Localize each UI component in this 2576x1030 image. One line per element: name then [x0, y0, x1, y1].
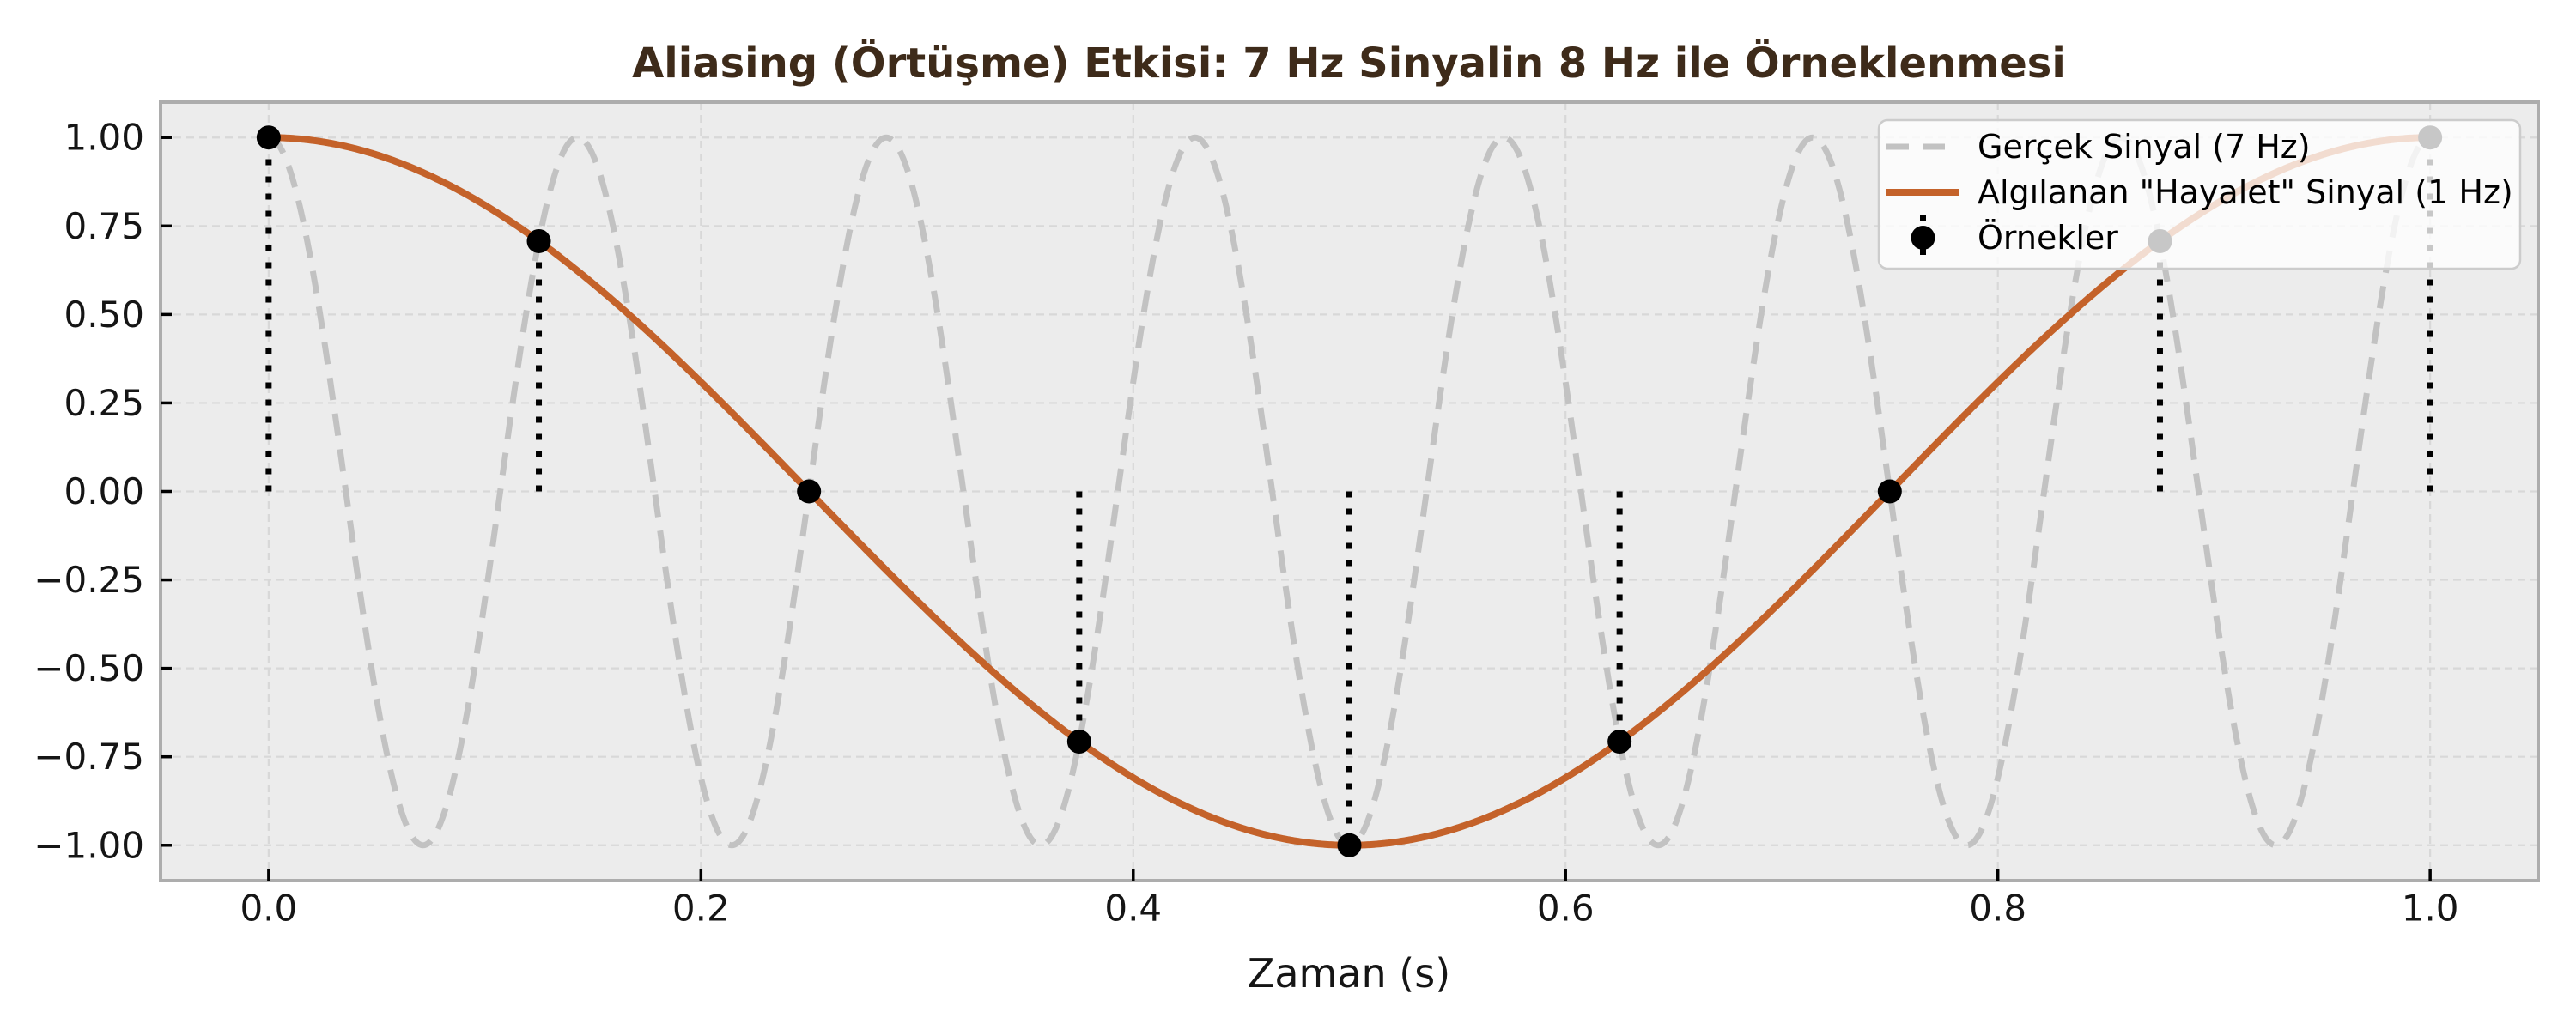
- y-tick-label: 0.50: [64, 294, 144, 336]
- y-tick-label: 1.00: [64, 117, 144, 159]
- legend-label: Algılanan "Hayalet" Sinyal (1 Hz): [1978, 173, 2513, 211]
- y-tick-label: 0.75: [64, 205, 144, 247]
- legend-box: [1877, 118, 2522, 270]
- sample-point: [526, 228, 551, 253]
- sample-point: [1877, 479, 1902, 504]
- x-tick-label: 1.0: [2402, 888, 2459, 930]
- legend: Gerçek Sinyal (7 Hz) Algılanan "Hayalet" …: [1877, 118, 2522, 270]
- legend-label: Örnekler: [1978, 219, 2118, 257]
- x-tick-label: 0.8: [1969, 888, 2026, 930]
- y-tick-label: −1.00: [33, 824, 144, 866]
- sample-point: [797, 479, 822, 504]
- sample-point: [1607, 730, 1632, 754]
- y-tick-label: −0.75: [33, 736, 144, 778]
- sample-point: [256, 125, 281, 150]
- sample-point: [1337, 833, 1362, 857]
- x-tick-label: 0.2: [672, 888, 730, 930]
- y-tick-label: −0.50: [33, 647, 144, 689]
- x-axis-label: Zaman (s): [1248, 950, 1450, 997]
- sample-point: [1066, 730, 1091, 754]
- legend-label: Gerçek Sinyal (7 Hz): [1978, 128, 2311, 166]
- x-tick-label: 0.4: [1104, 888, 1162, 930]
- legend-marker-sample: [1911, 226, 1935, 250]
- y-tick-label: 0.25: [64, 382, 144, 424]
- y-tick-label: −0.25: [33, 559, 144, 601]
- x-tick-label: 0.6: [1537, 888, 1595, 930]
- chart-title: Aliasing (Örtüşme) Etkisi: 7 Hz Sinyalin…: [632, 39, 2066, 88]
- y-tick-label: 0.00: [64, 470, 144, 512]
- x-tick-label: 0.0: [240, 888, 297, 930]
